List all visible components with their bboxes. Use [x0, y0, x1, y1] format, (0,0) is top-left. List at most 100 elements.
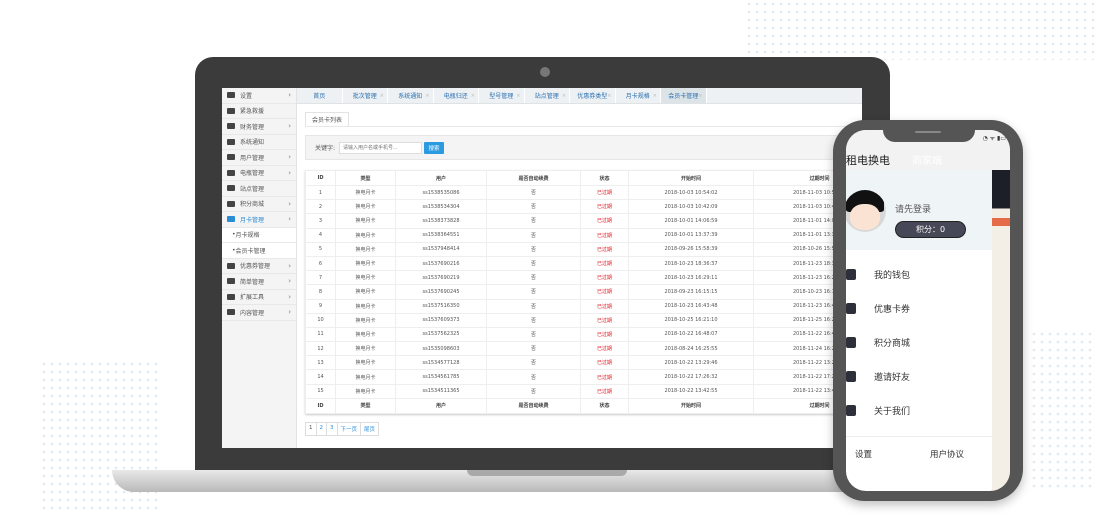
sidebar-item-label: 会员卡管理 [235, 247, 266, 255]
tab[interactable]: 型号管理 × [479, 88, 525, 103]
close-icon[interactable]: × [561, 92, 566, 99]
sidebar-item[interactable]: • 会员卡管理 [222, 243, 296, 259]
status-badge: 已过期 [580, 184, 629, 201]
sidebar-item[interactable]: 设置 › [222, 88, 296, 104]
close-icon[interactable]: × [470, 92, 475, 99]
sidebar-item[interactable]: 扩展工具 › [222, 290, 296, 305]
chevron-right-icon: › [288, 153, 291, 162]
sidebar-item[interactable]: 财务管理 › [222, 119, 296, 135]
table-cell: 换电月卡 [335, 326, 396, 343]
table-cell: ss1534561785 [395, 369, 487, 385]
sidebar-item[interactable]: 用户管理 › [222, 150, 296, 166]
sidebar-item[interactable]: 内容管理 › [222, 305, 296, 321]
chevron-right-icon: › [288, 292, 291, 301]
tab[interactable]: 电瓶归还 × [434, 88, 479, 103]
table-cell: 否 [486, 326, 581, 343]
table-row[interactable]: 9 换电月卡 ss1537516350 否已过期 2018-10-23 16:43:48… [305, 298, 862, 314]
drawer-menu-item[interactable]: 邀请好友 [846, 359, 992, 393]
decor-dots [745, 0, 1095, 60]
table-row[interactable]: 6 换电月卡 ss1537690216 否已过期 2018-10-23 18:36:37… [305, 255, 862, 272]
user-agreement-link[interactable]: 用户协议 [930, 450, 965, 460]
table-cell: 2018-10-23 16:29:11 [628, 270, 754, 286]
sidebar-item[interactable]: 紧急救援 [222, 104, 296, 119]
close-icon[interactable]: × [652, 92, 657, 99]
login-prompt[interactable]: 请先登录 [895, 205, 932, 215]
drawer-menu-item[interactable]: 优惠卡券 [846, 292, 992, 326]
table-cell: 9 [305, 298, 336, 314]
table-row[interactable]: 1 换电月卡 ss1538535086 否已过期 2018-10-03 10:54:02… [305, 184, 862, 201]
tab-label: 系统通知 [398, 93, 423, 100]
status-badge: 已过期 [580, 255, 629, 272]
table-cell: 否 [486, 312, 581, 328]
table-row[interactable]: 7 换电月卡 ss1537690219 否已过期 2018-10-23 16:29:11… [305, 270, 862, 286]
table-row[interactable]: 12 换电月卡 ss1535098603 否已过期 2018-08-24 16:25:5… [305, 341, 862, 357]
search-button[interactable]: 搜索 [424, 141, 445, 154]
tab[interactable]: 首页 [297, 88, 343, 103]
table-cell: 换电月卡 [335, 312, 396, 328]
close-icon[interactable]: × [607, 92, 612, 99]
page-link[interactable]: 尾页 [360, 422, 380, 436]
avatar[interactable] [846, 190, 886, 232]
table-cell: 换电月卡 [335, 341, 396, 357]
drawer-menu-item[interactable]: 积分商城 [846, 326, 992, 360]
status-badge: 已过期 [580, 270, 629, 286]
tab[interactable]: 月卡规格 × [616, 88, 661, 103]
sidebar-item-label: 财务管理 [240, 123, 265, 131]
column-header: 是否自动续费 [486, 397, 581, 414]
tab-label: 会员卡管理 [668, 93, 699, 100]
table-cell: ss1537690216 [395, 255, 487, 272]
table-cell: 2018-10-23 18:36:37 [628, 255, 754, 272]
table-row[interactable]: 4 换电月卡 ss1538364551 否已过期 2018-10-01 13:37:39… [305, 227, 862, 243]
table-cell: ss1537690245 [395, 284, 487, 300]
sidebar-item[interactable]: 简单管理 › [222, 274, 296, 290]
table-row[interactable]: 8 换电月卡 ss1537690245 否已过期 2018-09-23 16:15:15… [305, 284, 862, 300]
table-cell: 7 [305, 270, 336, 286]
close-icon[interactable]: × [516, 92, 521, 99]
column-header: ID [305, 170, 336, 186]
table-cell: 换电月卡 [335, 199, 396, 215]
decor-dots [1030, 330, 1096, 490]
drawer-menu-item[interactable]: 我的钱包 [846, 258, 992, 292]
settings-link[interactable]: 设置 [855, 450, 873, 460]
tab[interactable]: 会员卡管理 × [661, 88, 707, 103]
tab[interactable]: 系统通知 × [388, 88, 434, 103]
table-row[interactable]: 15 换电月卡 ss1534511365 否已过期 2018-10-22 13:42:5… [305, 383, 862, 399]
sidebar-item[interactable]: • 月卡规格 [222, 227, 296, 243]
table-row[interactable]: 3 换电月卡 ss1538373828 否已过期 2018-10-01 14:06:59… [305, 213, 862, 229]
table-cell: ss1537609373 [395, 312, 487, 328]
close-icon[interactable]: × [698, 92, 703, 99]
search-input[interactable] [339, 141, 423, 154]
column-header: 开始时间 [628, 170, 754, 186]
table-row[interactable]: 11 换电月卡 ss1537562325 否已过期 2018-10-22 16:48:0… [305, 326, 862, 343]
tab[interactable]: 优惠券类型 × [570, 88, 616, 103]
sidebar-item[interactable]: 积分商城 › [222, 197, 296, 212]
close-icon[interactable]: × [425, 92, 430, 99]
table-cell: ss1537516350 [395, 298, 487, 314]
status-badge: 已过期 [580, 298, 629, 314]
table-row[interactable]: 14 换电月卡 ss1534561785 否已过期 2018-10-22 17:26:3… [305, 369, 862, 385]
drawer-menu-item[interactable]: 关于我们 [846, 393, 992, 427]
table-row[interactable]: 13 换电月卡 ss1534577128 否已过期 2018-10-22 13:29:4… [305, 355, 862, 371]
table-row[interactable]: 5 换电月卡 ss1537948414 否已过期 2018-09-26 15:58:39… [305, 241, 862, 257]
status-badge: 已过期 [580, 326, 629, 343]
sidebar-item[interactable]: 电瓶管理 › [222, 166, 296, 181]
tab[interactable]: 批次管理 × [343, 88, 388, 103]
tab[interactable]: 站点管理 × [525, 88, 570, 103]
close-icon[interactable]: × [379, 92, 384, 99]
page-link[interactable]: 下一页 [336, 422, 362, 436]
merchant-link[interactable]: 商家端 [912, 156, 942, 167]
table-cell: ss1534577128 [395, 355, 487, 371]
sidebar-item[interactable]: 优惠券管理 › [222, 259, 296, 274]
table-cell: 2018-10-03 10:54:02 [628, 184, 754, 201]
sidebar-item[interactable]: 站点管理 [222, 181, 296, 197]
tab-member-card-list[interactable]: 会员卡列表 [305, 112, 350, 126]
table-row[interactable]: 10 换电月卡 ss1537609373 否已过期 2018-10-25 16:21:1… [305, 312, 862, 328]
menu-icon [227, 309, 235, 316]
tab-label: 月卡规格 [625, 93, 650, 100]
sidebar-item[interactable]: 系统通知 [222, 135, 296, 150]
sidebar-item[interactable]: 月卡管理 › [222, 212, 296, 228]
tab-bar: 首页 批次管理 × 系统通知 × 电瓶归还 × 型号管理 × 站点管理 × 优惠券类型 × 月卡规格 × 会员… [297, 88, 862, 104]
table-row[interactable]: 2 换电月卡 ss1538534304 否已过期 2018-10-03 10:42:09… [305, 199, 862, 215]
menu-icon [227, 138, 235, 145]
table-cell: 8 [305, 284, 336, 300]
